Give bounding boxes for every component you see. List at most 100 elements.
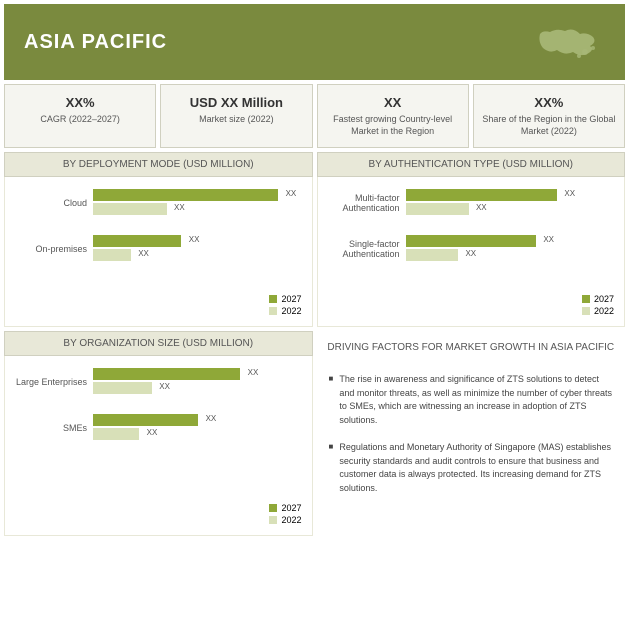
driving-factors-panel: DRIVING FACTORS FOR MARKET GROWTH IN ASI… <box>317 331 626 536</box>
metric-label: CAGR (2022–2027) <box>13 114 147 126</box>
legend-2022: 2022 <box>269 515 301 525</box>
header-title: ASIA PACIFIC <box>24 31 167 54</box>
bar-2022: XX <box>93 249 131 261</box>
legend-label: 2022 <box>281 306 301 316</box>
legend: 2027 2022 <box>269 503 301 527</box>
metrics-row: XX% CAGR (2022–2027) USD XX Million Mark… <box>4 84 625 148</box>
legend-swatch-icon <box>269 295 277 303</box>
bar-value: XX <box>465 249 476 258</box>
metric-share: XX% Share of the Region in the Global Ma… <box>473 84 625 148</box>
metric-value: USD XX Million <box>169 95 303 110</box>
panel-header: BY AUTHENTICATION TYPE (USD MILLION) <box>317 152 626 177</box>
bar-group-large: Large Enterprises XX XX <box>13 368 304 396</box>
bar-value: XX <box>138 249 149 258</box>
bullet-icon: ■ <box>329 441 334 495</box>
organization-chart-panel: BY ORGANIZATION SIZE (USD MILLION) Large… <box>4 331 313 536</box>
bar-value: XX <box>564 189 575 198</box>
metric-value: XX% <box>13 95 147 110</box>
metric-value: XX% <box>482 95 616 110</box>
bar-value: XX <box>543 235 554 244</box>
metric-label: Market size (2022) <box>169 114 303 126</box>
metric-market-size: USD XX Million Market size (2022) <box>160 84 312 148</box>
legend-label: 2027 <box>281 294 301 304</box>
bar-label: Single-factor Authentication <box>326 239 406 259</box>
legend-swatch-icon <box>582 307 590 315</box>
bar-value: XX <box>248 368 259 377</box>
bar-label: Large Enterprises <box>13 377 93 387</box>
legend-label: 2027 <box>281 503 301 513</box>
bar-2022: XX <box>93 203 167 215</box>
chart-body: Large Enterprises XX XX SMEs XX XX 2027 … <box>4 356 313 536</box>
header: ASIA PACIFIC <box>4 4 625 80</box>
bar-group-onprem: On-premises XX XX <box>13 235 304 263</box>
legend-label: 2022 <box>281 515 301 525</box>
bar-label: On-premises <box>13 244 93 254</box>
infographic-container: ASIA PACIFIC XX% CAGR (2022–2027) USD XX… <box>0 0 629 540</box>
bar-value: XX <box>206 414 217 423</box>
bullet-icon: ■ <box>329 373 334 427</box>
legend-2022: 2022 <box>582 306 614 316</box>
legend-swatch-icon <box>269 516 277 524</box>
legend-swatch-icon <box>269 504 277 512</box>
bar-group-sme: SMEs XX XX <box>13 414 304 442</box>
legend-2027: 2027 <box>269 294 301 304</box>
metric-label: Fastest growing Country-level Market in … <box>326 114 460 137</box>
bars: XX XX <box>406 189 617 217</box>
bar-value: XX <box>189 235 200 244</box>
bar-label: Cloud <box>13 198 93 208</box>
chart-body: Multi-factor Authentication XX XX Single… <box>317 177 626 327</box>
bar-value: XX <box>147 428 158 437</box>
legend-label: 2022 <box>594 306 614 316</box>
panel-header: BY ORGANIZATION SIZE (USD MILLION) <box>4 331 313 356</box>
legend: 2027 2022 <box>269 294 301 318</box>
bar-2022: XX <box>406 249 459 261</box>
asia-map-icon <box>535 22 605 62</box>
bar-2022: XX <box>93 382 152 394</box>
bar-2027: XX <box>93 235 181 247</box>
legend-label: 2027 <box>594 294 614 304</box>
bar-label: Multi-factor Authentication <box>326 193 406 213</box>
bar-value: XX <box>476 203 487 212</box>
bullet-text: The rise in awareness and significance o… <box>339 373 613 427</box>
bar-2027: XX <box>93 368 240 380</box>
bullet-text: Regulations and Monetary Authority of Si… <box>339 441 613 495</box>
bar-2027: XX <box>406 189 558 201</box>
bars: XX XX <box>93 189 304 217</box>
bar-2027: XX <box>406 235 537 247</box>
metric-fastest-growing: XX Fastest growing Country-level Market … <box>317 84 469 148</box>
deployment-chart-panel: BY DEPLOYMENT MODE (USD MILLION) Cloud X… <box>4 152 313 327</box>
bar-group-sfa: Single-factor Authentication XX XX <box>326 235 617 263</box>
metric-label: Share of the Region in the Global Market… <box>482 114 616 137</box>
bars: XX XX <box>93 235 304 263</box>
text-body: ■The rise in awareness and significance … <box>317 365 626 517</box>
bullet-item: ■The rise in awareness and significance … <box>329 373 614 427</box>
bar-value: XX <box>159 382 170 391</box>
authentication-chart-panel: BY AUTHENTICATION TYPE (USD MILLION) Mul… <box>317 152 626 327</box>
panel-header: BY DEPLOYMENT MODE (USD MILLION) <box>4 152 313 177</box>
bar-value: XX <box>174 203 185 212</box>
panel-header: DRIVING FACTORS FOR MARKET GROWTH IN ASI… <box>317 331 626 365</box>
legend: 2027 2022 <box>582 294 614 318</box>
legend-swatch-icon <box>582 295 590 303</box>
metric-cagr: XX% CAGR (2022–2027) <box>4 84 156 148</box>
legend-2027: 2027 <box>582 294 614 304</box>
bar-group-mfa: Multi-factor Authentication XX XX <box>326 189 617 217</box>
bar-group-cloud: Cloud XX XX <box>13 189 304 217</box>
legend-2022: 2022 <box>269 306 301 316</box>
chart-body: Cloud XX XX On-premises XX XX 2027 2022 <box>4 177 313 327</box>
bullet-item: ■Regulations and Monetary Authority of S… <box>329 441 614 495</box>
bar-2022: XX <box>93 428 139 440</box>
bar-2027: XX <box>93 189 278 201</box>
charts-row-2: BY ORGANIZATION SIZE (USD MILLION) Large… <box>4 331 625 536</box>
bars: XX XX <box>93 414 304 442</box>
legend-swatch-icon <box>269 307 277 315</box>
bar-label: SMEs <box>13 423 93 433</box>
bar-2022: XX <box>406 203 469 215</box>
bars: XX XX <box>93 368 304 396</box>
legend-2027: 2027 <box>269 503 301 513</box>
bar-value: XX <box>286 189 297 198</box>
bars: XX XX <box>406 235 617 263</box>
charts-row-1: BY DEPLOYMENT MODE (USD MILLION) Cloud X… <box>4 152 625 327</box>
metric-value: XX <box>326 95 460 110</box>
bar-2027: XX <box>93 414 198 426</box>
